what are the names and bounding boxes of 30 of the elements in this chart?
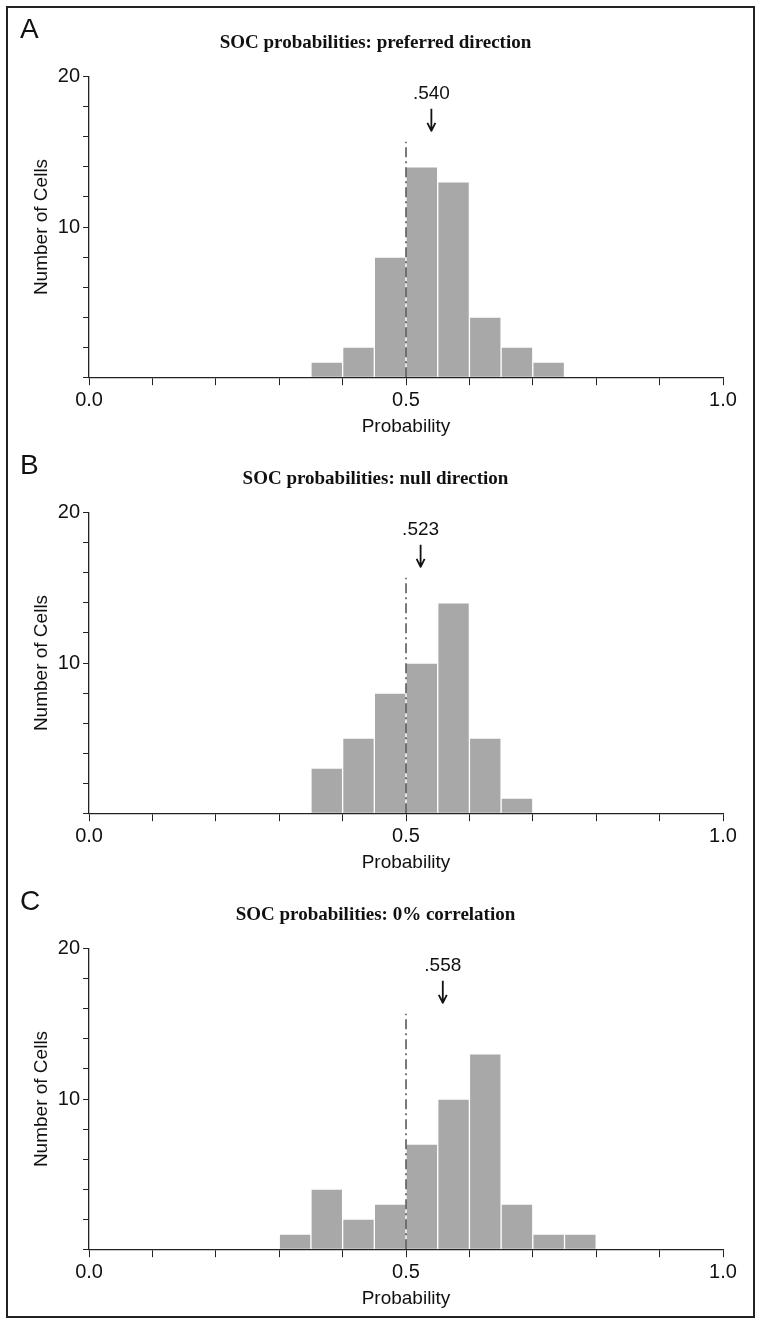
ref-line-label: .558 <box>424 953 462 975</box>
y-tick-label: 10 <box>57 214 81 237</box>
x-axis-title: Probability <box>361 1286 451 1308</box>
x-tick-label: 0.0 <box>75 1259 103 1282</box>
y-tick-label: 20 <box>57 500 81 523</box>
x-tick-label: 0.0 <box>75 823 103 846</box>
y-tick-label: 20 <box>57 64 81 87</box>
x-axis-title: Probability <box>361 414 451 436</box>
x-axis-title: Probability <box>361 850 451 872</box>
x-tick-label: 1.0 <box>709 387 737 410</box>
text: C <box>20 884 41 916</box>
text: A <box>20 12 39 44</box>
ref-line-label: .540 <box>412 81 450 103</box>
y-tick-label: 10 <box>57 650 81 673</box>
chart-title: SOC probabilities: null direction <box>242 467 509 489</box>
ref-line-label: .523 <box>402 517 440 539</box>
chart-title: SOC probabilities: 0% correlation <box>235 903 516 925</box>
y-tick-label: 20 <box>57 936 81 959</box>
x-tick-label: 1.0 <box>709 1259 737 1282</box>
y-axis-title: Number of Cells <box>29 158 51 296</box>
text: B <box>20 448 39 480</box>
chart-title: SOC probabilities: preferred direction <box>219 31 532 53</box>
x-tick-label: 0.5 <box>392 823 420 846</box>
x-tick-label: 0.0 <box>75 387 103 410</box>
x-tick-label: 0.5 <box>392 1259 420 1282</box>
x-tick-label: 0.5 <box>392 387 420 410</box>
y-axis-title: Number of Cells <box>29 594 51 732</box>
x-tick-label: 1.0 <box>709 823 737 846</box>
y-axis-title: Number of Cells <box>29 1030 51 1168</box>
y-tick-label: 10 <box>57 1086 81 1109</box>
